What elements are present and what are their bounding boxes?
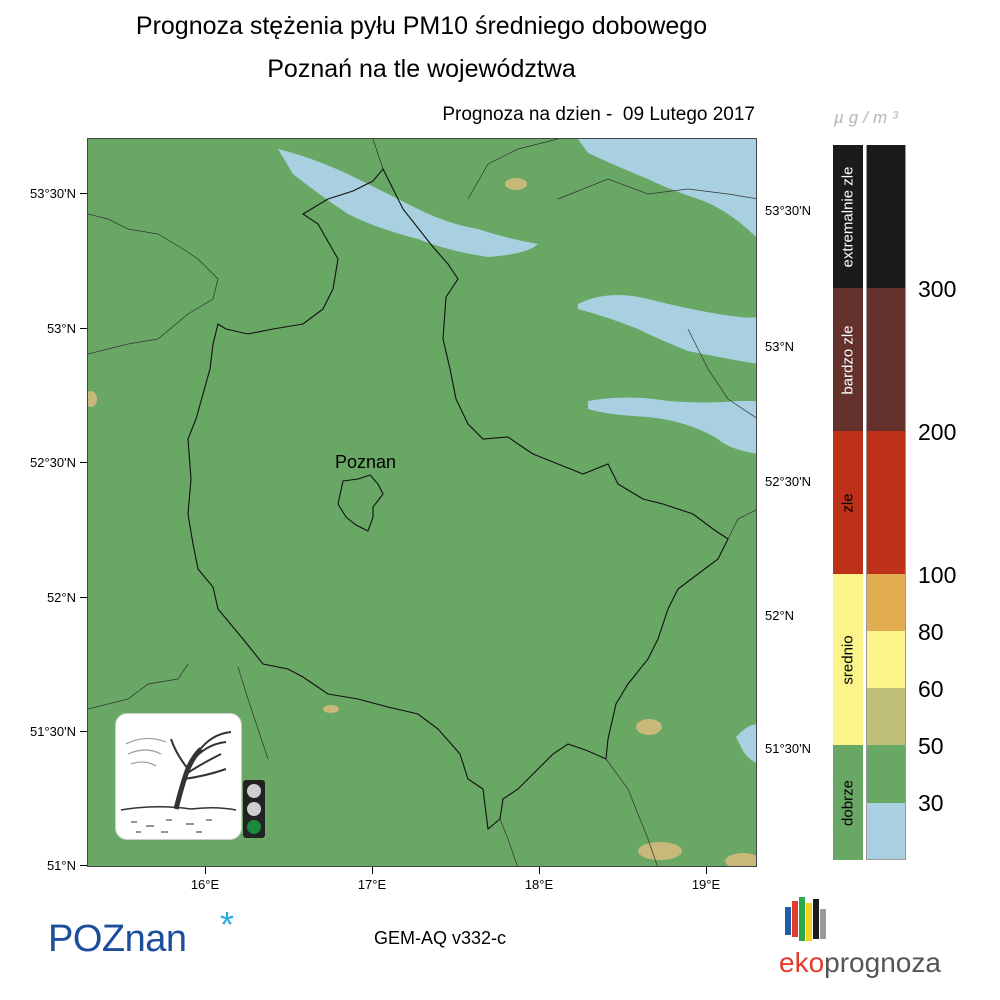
lat-label-left: 53°30'N bbox=[30, 186, 76, 201]
moderate-patch-2 bbox=[636, 719, 662, 735]
axis-tick bbox=[80, 731, 87, 732]
legend-category: srednio bbox=[833, 574, 863, 745]
moderate-patch-4 bbox=[725, 853, 756, 866]
poznan-logo-text: POZnan bbox=[48, 918, 187, 960]
axis-tick bbox=[80, 865, 87, 866]
traffic-light-green-lamp bbox=[247, 820, 261, 834]
legend-swatch bbox=[867, 288, 905, 431]
legend-value-label: 50 bbox=[918, 733, 944, 759]
legend-swatch bbox=[867, 631, 905, 688]
axis-tick bbox=[539, 867, 540, 874]
brand-suffix: prognoza bbox=[824, 947, 941, 978]
moderate-patch-5 bbox=[323, 705, 339, 713]
lat-label-right: 52°N bbox=[765, 608, 795, 623]
lon-label: 18°E bbox=[524, 877, 554, 892]
ekoprognoza-logo-text[interactable]: ekoprognoza bbox=[779, 947, 941, 979]
neighbour-border-north bbox=[372, 139, 756, 200]
legend-swatch bbox=[867, 745, 905, 803]
legend-value-label: 200 bbox=[918, 419, 957, 445]
model-label: GEM-AQ v332-c bbox=[374, 928, 507, 948]
legend-value-label: 300 bbox=[918, 276, 957, 302]
poznan-logo-star: * bbox=[220, 904, 234, 945]
lat-label-left: 52°30'N bbox=[30, 455, 76, 470]
moderate-patch-3 bbox=[638, 842, 682, 860]
legend-category: bardzo zle bbox=[833, 288, 863, 431]
legend-swatch bbox=[867, 803, 905, 859]
axis-tick bbox=[372, 867, 373, 874]
lat-label-right: 52°30'N bbox=[765, 474, 811, 489]
axis-tick bbox=[205, 867, 206, 874]
legend-category-bar: extremalnie zle bardzo zle zle srednio d… bbox=[833, 145, 863, 860]
axis-tick bbox=[706, 867, 707, 874]
axis-tick bbox=[80, 462, 87, 463]
legend-value-label: 60 bbox=[918, 676, 944, 702]
voivodeship-border bbox=[187, 168, 729, 831]
legend-swatch bbox=[867, 431, 905, 574]
map-canvas bbox=[88, 139, 756, 866]
ekoprognoza-logo-icon bbox=[783, 897, 833, 945]
axis-tick bbox=[80, 193, 87, 194]
windy-tree-icon bbox=[120, 731, 237, 833]
moderate-patch-1 bbox=[505, 178, 527, 190]
legend-value-bar bbox=[866, 145, 906, 860]
clean-air-patch-north bbox=[278, 149, 538, 257]
axis-tick bbox=[80, 328, 87, 329]
lat-label-left: 51°N bbox=[46, 858, 76, 873]
moderate-patch-6 bbox=[88, 391, 97, 407]
poznan-label: Poznan bbox=[335, 452, 397, 472]
clean-air-patch-southeast bbox=[736, 724, 756, 763]
traffic-light-red-lamp bbox=[247, 784, 261, 798]
clean-air-patch-northeast bbox=[578, 139, 756, 238]
legend-value-label: 80 bbox=[918, 619, 944, 645]
neighbour-border-south bbox=[88, 663, 658, 866]
traffic-light-icon bbox=[243, 780, 265, 838]
legend-swatch bbox=[867, 574, 905, 631]
traffic-light-yellow-lamp bbox=[247, 802, 261, 816]
lat-label-left: 52°N bbox=[46, 590, 76, 605]
lat-label-right: 51°30'N bbox=[765, 741, 811, 756]
lat-label-right: 53°30'N bbox=[765, 203, 811, 218]
units-label: µg/m³ bbox=[834, 108, 903, 127]
axis-tick bbox=[80, 597, 87, 598]
clean-air-patch-east-1 bbox=[578, 295, 756, 364]
legend-value-label: 30 bbox=[918, 790, 944, 816]
neighbour-border-east bbox=[687, 328, 756, 540]
lon-label: 16°E bbox=[190, 877, 220, 892]
legend-swatch bbox=[867, 145, 905, 288]
lon-label: 17°E bbox=[357, 877, 387, 892]
weather-widget bbox=[115, 713, 242, 840]
lat-label-left: 51°30'N bbox=[30, 724, 76, 739]
poznan-city-outline bbox=[337, 474, 384, 532]
legend-swatch bbox=[867, 688, 905, 745]
clean-air-patch-east-2 bbox=[588, 397, 756, 454]
legend-category: extremalnie zle bbox=[833, 145, 863, 288]
title-line-2: Poznań na tle województwa bbox=[267, 55, 576, 83]
lon-label: 19°E bbox=[691, 877, 721, 892]
forecast-date: Prognoza na dzien - 09 Lutego 2017 bbox=[442, 104, 755, 125]
legend-category: dobrze bbox=[833, 745, 863, 860]
neighbour-border-west bbox=[88, 213, 219, 355]
title-line-1: Prognoza stężenia pyłu PM10 średniego do… bbox=[135, 12, 708, 40]
legend-value-label: 100 bbox=[918, 562, 957, 588]
legend-category: zle bbox=[833, 431, 863, 574]
lat-label-right: 53°N bbox=[765, 339, 795, 354]
poznan-logo[interactable]: POZnan * bbox=[48, 904, 234, 961]
brand-prefix: eko bbox=[779, 947, 825, 978]
lat-label-left: 53°N bbox=[46, 321, 76, 336]
